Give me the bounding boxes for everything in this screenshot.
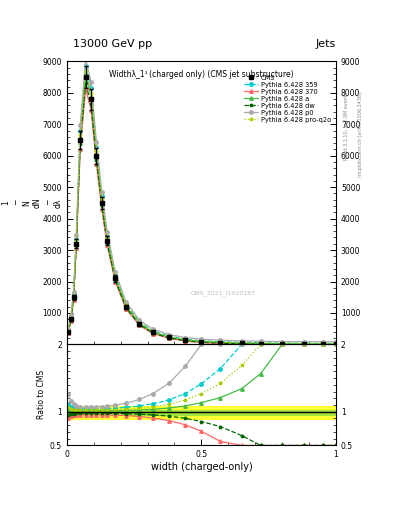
Text: Jets: Jets: [316, 38, 336, 49]
Text: 13000 GeV pp: 13000 GeV pp: [73, 38, 152, 49]
Bar: [67, 407, 336, 420]
Text: mcplots.cern.ch [arXiv:1306.3436]: mcplots.cern.ch [arXiv:1306.3436]: [358, 92, 363, 177]
Legend: CMS, Pythia 6.428 359, Pythia 6.428 370, Pythia 6.428 a, Pythia 6.428 dw, Pythia: CMS, Pythia 6.428 359, Pythia 6.428 370,…: [242, 73, 333, 124]
Text: CMS_2021_I1920187: CMS_2021_I1920187: [191, 291, 255, 296]
Text: Widthλ_1¹ (charged only) (CMS jet substructure): Widthλ_1¹ (charged only) (CMS jet substr…: [109, 70, 294, 79]
Bar: [67, 410, 336, 416]
Text: Rivet 3.1.10, ≥ 2.5M events: Rivet 3.1.10, ≥ 2.5M events: [344, 92, 349, 160]
Y-axis label: Ratio to CMS: Ratio to CMS: [37, 370, 46, 419]
Text: 1
─
N
dN
─
dλ: 1 ─ N dN ─ dλ: [1, 198, 62, 208]
X-axis label: width (charged-only): width (charged-only): [151, 462, 252, 472]
